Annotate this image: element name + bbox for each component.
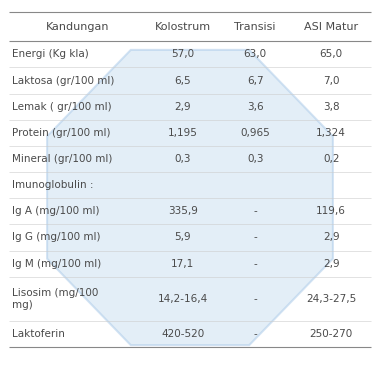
Text: 7,0: 7,0 (323, 75, 339, 86)
Text: -: - (253, 329, 257, 339)
Text: 1,324: 1,324 (316, 128, 346, 138)
Text: Mineral (gr/100 ml): Mineral (gr/100 ml) (12, 154, 112, 164)
Text: 2,9: 2,9 (174, 102, 191, 112)
Text: -: - (253, 206, 257, 216)
Text: Laktoferin: Laktoferin (12, 329, 65, 339)
Text: Transisi: Transisi (234, 22, 276, 32)
Text: Ig A (mg/100 ml): Ig A (mg/100 ml) (12, 206, 100, 216)
Text: 1,195: 1,195 (168, 128, 198, 138)
Text: -: - (253, 259, 257, 269)
Text: 24,3-27,5: 24,3-27,5 (306, 294, 356, 304)
Text: 65,0: 65,0 (320, 49, 343, 59)
Text: 335,9: 335,9 (168, 206, 198, 216)
Text: Energi (Kg kla): Energi (Kg kla) (12, 49, 89, 59)
Text: 0,2: 0,2 (323, 154, 339, 164)
Text: 57,0: 57,0 (171, 49, 194, 59)
Text: -: - (253, 232, 257, 243)
Text: Laktosa (gr/100 ml): Laktosa (gr/100 ml) (12, 75, 114, 86)
Text: Protein (gr/100 ml): Protein (gr/100 ml) (12, 128, 111, 138)
Text: 0,3: 0,3 (247, 154, 263, 164)
Text: 17,1: 17,1 (171, 259, 195, 269)
Polygon shape (47, 50, 333, 345)
Text: 6,5: 6,5 (174, 75, 191, 86)
Text: Lemak ( gr/100 ml): Lemak ( gr/100 ml) (12, 102, 112, 112)
Text: 3,8: 3,8 (323, 102, 340, 112)
Text: 0,965: 0,965 (240, 128, 270, 138)
Text: Ig G (mg/100 ml): Ig G (mg/100 ml) (12, 232, 100, 243)
Text: Imunoglobulin :: Imunoglobulin : (12, 180, 93, 190)
Text: -: - (253, 294, 257, 304)
Text: Ig M (mg/100 ml): Ig M (mg/100 ml) (12, 259, 101, 269)
Text: Kandungan: Kandungan (46, 22, 109, 32)
Text: 5,9: 5,9 (174, 232, 191, 243)
Text: Kolostrum: Kolostrum (155, 22, 211, 32)
Text: 6,7: 6,7 (247, 75, 263, 86)
Text: 0,3: 0,3 (174, 154, 191, 164)
Text: ASI Matur: ASI Matur (304, 22, 358, 32)
Text: 119,6: 119,6 (316, 206, 346, 216)
Text: 2,9: 2,9 (323, 259, 340, 269)
Text: 2,9: 2,9 (323, 232, 340, 243)
Text: 420-520: 420-520 (161, 329, 204, 339)
Text: 250-270: 250-270 (310, 329, 353, 339)
Text: 14,2-16,4: 14,2-16,4 (158, 294, 208, 304)
Text: 63,0: 63,0 (244, 49, 267, 59)
Text: 3,6: 3,6 (247, 102, 263, 112)
Text: Lisosim (mg/100
mg): Lisosim (mg/100 mg) (12, 288, 98, 310)
